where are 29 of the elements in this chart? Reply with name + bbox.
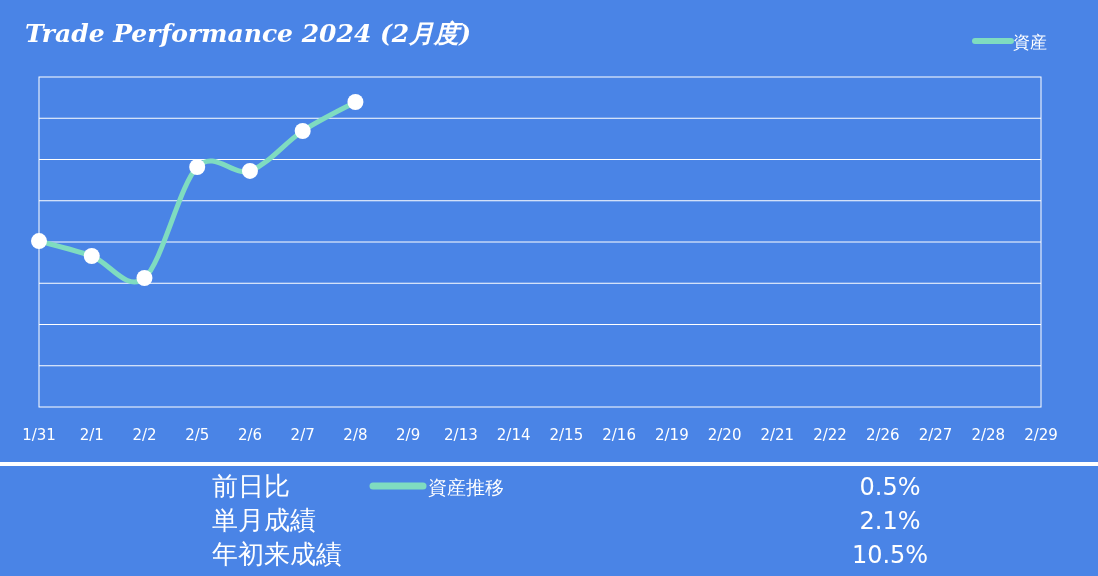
chart-title: Trade Performance 2024 (2月度) [25,19,472,48]
x-tick-label: 2/1 [79,426,104,444]
x-tick-label: 2/7 [290,426,315,444]
text: 単月成績 [212,505,316,535]
text: 2.1% [859,507,921,535]
x-tick-label: 2/22 [813,426,847,444]
text: 10.5% [851,541,929,569]
text: 前日比 [212,471,290,501]
x-tick-label: 2/27 [918,426,953,444]
x-tick-label: 2/28 [971,426,1006,444]
x-tick-label: 2/15 [549,426,584,444]
x-tick-label: 2/9 [396,426,421,444]
x-tick-label: 1/31 [22,426,56,444]
x-tick-label: 2/8 [343,426,368,444]
x-tick-label: 2/21 [760,426,795,444]
x-tick-label: 2/16 [602,426,636,444]
x-tick-label: 2/2 [132,426,157,444]
x-tick-label: 2/13 [444,426,478,444]
x-tick-label: 2/20 [707,426,742,444]
text: 資産推移 [428,476,504,498]
legend-label: 資産 [1013,32,1047,52]
x-tick-label: 2/6 [237,426,263,444]
text: 0.5% [859,473,921,501]
x-tick-label: 2/5 [185,426,210,444]
x-tick-label: 2/19 [655,426,689,444]
x-tick-label: 2/14 [496,426,531,444]
text: 年初来成績 [212,539,342,569]
x-tick-label: 2/26 [865,426,900,444]
x-tick-label: 2/29 [1024,426,1058,444]
